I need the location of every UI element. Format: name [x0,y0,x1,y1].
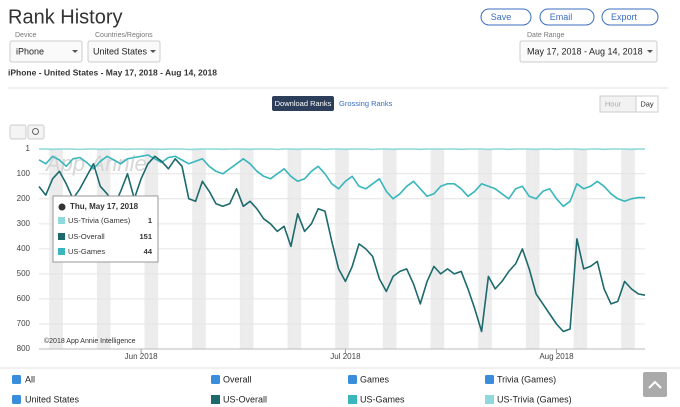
y-tick-label: 1 [26,144,31,153]
filter-overall[interactable]: Overall [211,374,252,384]
filter-label: Device [15,32,37,39]
legend-swatch [485,395,494,404]
tooltip-value: 44 [144,247,153,256]
globe-icon [58,203,66,211]
button-label[interactable]: Save [491,12,512,22]
filter-label[interactable]: All [25,374,35,384]
filter-trivia[interactable]: Trivia (Games) [485,374,556,384]
zoom-icon [32,128,39,135]
filter-label: Date Range [527,32,564,39]
date-range-select[interactable]: May 17, 2018 - Aug 14, 2018 [519,40,658,63]
legend-label: US-Trivia (Games) [497,394,572,404]
legend-swatch [348,395,357,404]
filter-all[interactable]: All [12,374,35,384]
tooltip: Thu, May 17, 2018 US-Trivia (Games) 1 US… [52,195,159,263]
legend-label: US-Overall [223,394,267,404]
filter-label[interactable]: Trivia (Games) [497,374,556,384]
y-tick-label: 100 [17,169,31,178]
country-select[interactable]: United States [87,40,161,63]
export-button[interactable]: Export [601,8,659,26]
tooltip-series: US-Overall [68,232,105,241]
tab-label[interactable]: Grossing Ranks [339,99,393,108]
filter-label[interactable]: United States [25,394,80,404]
series-line [38,155,646,333]
button-label[interactable]: Email [550,12,573,22]
select-value[interactable]: United States [93,46,148,56]
filter-games[interactable]: Games [348,374,390,384]
series-line [39,148,645,151]
tooltip-swatch [58,233,65,240]
tooltip-value: 1 [148,216,152,225]
x-tick-label: Jun 2018 [125,352,158,361]
series-line [38,154,645,208]
select-value[interactable]: May 17, 2018 - Aug 14, 2018 [527,46,643,56]
email-button[interactable]: Email [539,8,595,26]
granularity-toggle[interactable]: Hour Day [599,95,659,113]
zoom-button[interactable] [27,124,45,140]
download-tab[interactable]: Download Ranks [272,96,334,111]
filter-label[interactable]: Overall [223,374,252,384]
save-button[interactable]: Save [480,8,532,26]
legend-swatch [211,395,220,404]
scroll-top-button[interactable] [643,372,667,397]
reset-zoom-button[interactable] [9,124,27,140]
tooltip-box [52,195,159,263]
tooltip-series: US-Trivia (Games) [68,216,131,225]
tooltip-value: 151 [139,232,152,241]
y-tick-label: 400 [17,244,31,253]
y-tick-label: 200 [17,194,31,203]
device-select[interactable]: iPhone [9,40,83,63]
filter-label: Countries/Regions [95,32,153,39]
tooltip-date: Thu, May 17, 2018 [70,202,139,211]
page-title: Rank History [8,6,122,28]
summary: iPhone - United States - May 17, 2018 - … [8,67,217,77]
y-tick-label: 300 [17,219,31,228]
legend-label: US-Games [360,394,405,404]
day-option[interactable]: Day [640,99,654,108]
y-tick-label: 600 [17,294,31,303]
hour-option[interactable]: Hour [605,99,622,108]
tab-label[interactable]: Download Ranks [275,99,332,108]
tooltip-series: US-Games [68,247,105,256]
y-tick-label: 700 [17,319,31,328]
select-value[interactable]: iPhone [16,46,44,56]
x-tick-label: Jul 2018 [330,352,361,361]
filter-label[interactable]: Games [360,374,390,384]
y-tick-label: 800 [17,344,31,353]
button-label[interactable]: Export [611,12,638,22]
filter-country[interactable]: United States [12,394,80,404]
arrow-icon [648,380,662,389]
credit: ©2018 App Annie Intelligence [44,337,136,345]
tooltip-swatch [58,248,65,255]
x-tick-label: Aug 2018 [539,352,574,361]
tooltip-swatch [58,217,65,224]
y-tick-label: 500 [17,269,31,278]
